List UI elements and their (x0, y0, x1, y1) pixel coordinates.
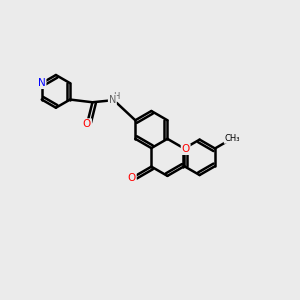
Text: CH₃: CH₃ (224, 134, 240, 143)
Text: N: N (109, 95, 116, 105)
Text: O: O (182, 144, 190, 154)
Text: N: N (38, 78, 46, 88)
Text: H: H (113, 92, 119, 101)
Text: O: O (128, 173, 136, 183)
Text: O: O (83, 119, 91, 129)
